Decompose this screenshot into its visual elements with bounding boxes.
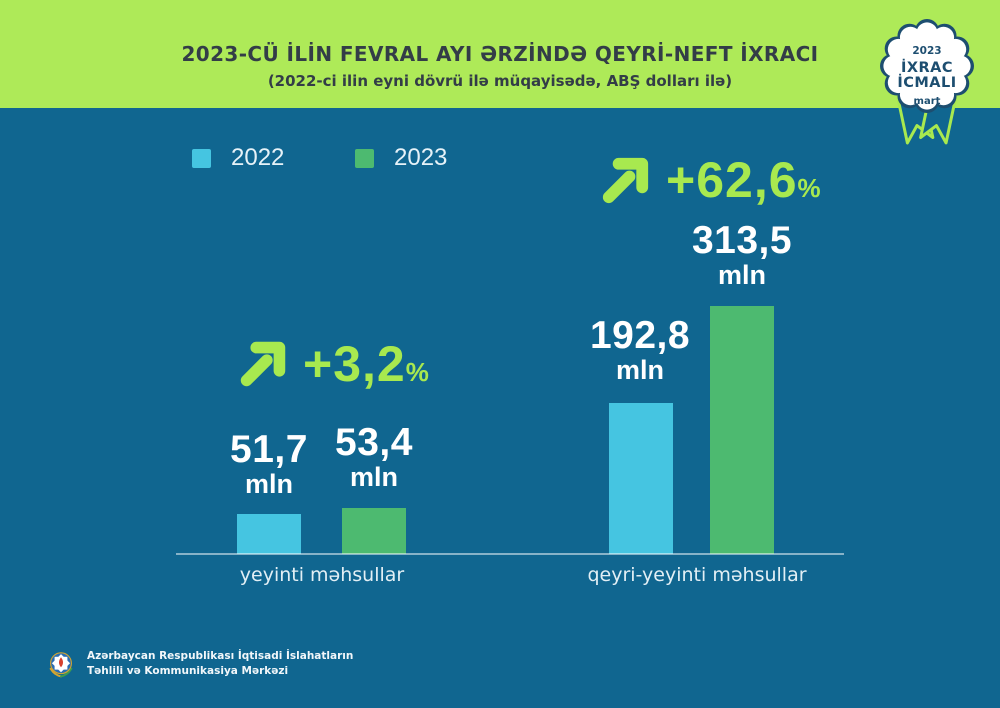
org-name: Azərbaycan Respublikası İqtisadi İslahat… [87,649,353,679]
org-line2: Təhlili və Kommunikasiya Mərkəzi [87,665,289,677]
legend-swatch-2022 [192,148,211,168]
value-number: 313,5 [691,219,793,262]
badge-line1: İXRAC [901,59,953,76]
trend-up-arrow-icon [240,341,286,387]
azerbaijan-emblem-icon [49,652,73,678]
value-number: 51,7 [230,428,308,471]
footer: Azərbaycan Respublikası İqtisadi İslahat… [45,648,353,680]
page-title: 2023-CÜ İLİN FEVRAL AYI ƏRZİNDƏ QEYRİ-NE… [181,42,819,66]
bar-food-2022 [237,514,301,554]
change-value-food: +3,2% [303,335,430,393]
value-number: 53,4 [335,421,413,464]
page-subtitle: (2022-ci ilin eyni dövrü ilə müqayisədə,… [267,72,733,90]
bar-food-2023 [342,508,406,554]
category-label-food: yeyinti məhsullar [239,564,405,586]
value-label-food-2023: 53,4 mln [304,421,444,492]
legend-label-2022: 2022 [231,144,285,171]
ixrac-icmali-badge: 2023 İXRAC İCMALI mart [867,14,987,164]
badge-month: mart [914,96,941,107]
bar-nonfood-2023 [710,306,774,554]
change-number-food: +3,2 [303,336,406,392]
badge-year: 2023 [912,45,941,57]
axis-baseline [176,553,844,555]
value-label-nonfood-2022: 192,8 mln [570,314,710,385]
value-unit: mln [615,355,664,385]
org-line1: Azərbaycan Respublikası İqtisadi İslahat… [87,650,354,662]
change-indicator-food: +3,2% [234,334,430,394]
value-unit: mln [717,260,766,290]
value-unit: mln [349,462,398,492]
header-band: 2023-CÜ İLİN FEVRAL AYI ƏRZİNDƏ QEYRİ-NE… [0,0,1000,108]
percent-sign-nonfood: % [797,173,822,203]
legend-label-2023: 2023 [394,144,448,171]
value-number: 192,8 [589,314,691,357]
category-label-nonfood: qeyri-yeyinti məhsullar [587,564,807,586]
legend-item-2022: 2022 [192,144,285,171]
change-number-nonfood: +62,6 [666,152,798,208]
change-indicator-nonfood: +62,6% [596,150,822,210]
value-label-nonfood-2023: 313,5 mln [672,219,812,290]
legend-item-2023: 2023 [355,144,448,171]
trend-up-arrow-icon [602,157,649,203]
value-unit: mln [244,469,293,499]
badge-line2: İCMALI [897,74,956,91]
legend-swatch-2023 [355,148,374,168]
percent-sign-food: % [405,357,430,387]
bar-nonfood-2022 [609,403,673,554]
change-value-nonfood: +62,6% [666,151,822,209]
rosette-ribbon-icon: 2023 İXRAC İCMALI mart [880,19,974,145]
value-label-food-2022: 51,7 mln [199,428,339,499]
